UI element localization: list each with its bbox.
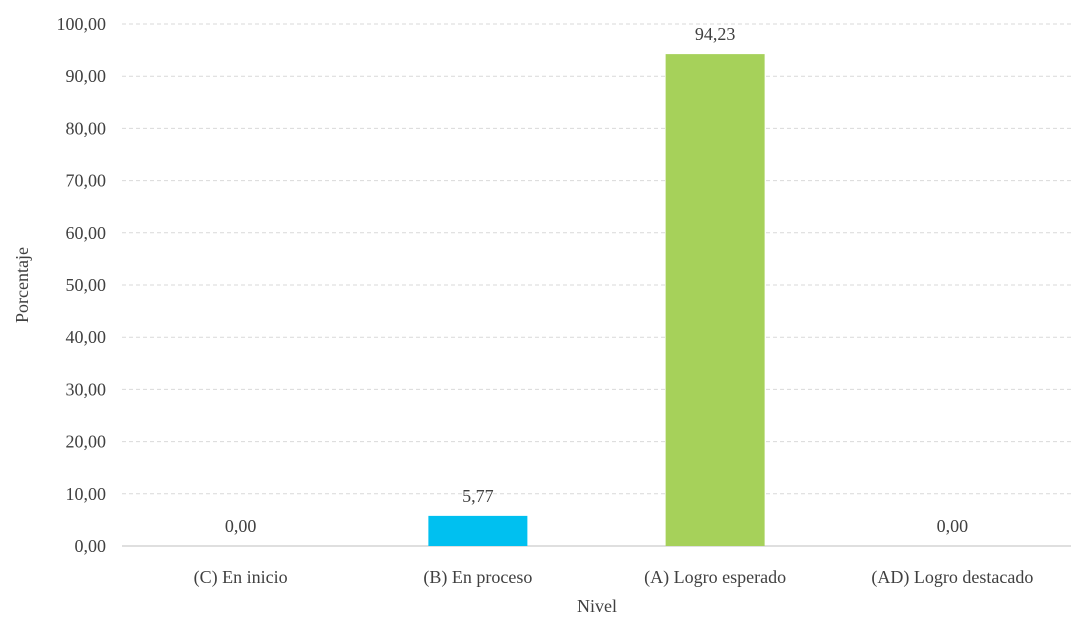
data-labels: 0,00 5,77 94,23 0,00 (225, 24, 968, 536)
bars (428, 54, 765, 547)
y-tick-label: 40,00 (66, 327, 107, 347)
x-category-label: (A) Logro esperado (644, 567, 786, 588)
bar (428, 515, 528, 546)
y-tick-label: 90,00 (66, 66, 107, 86)
x-category-label: (C) En inicio (194, 567, 288, 588)
gridlines (122, 23, 1071, 547)
y-tick-label: 30,00 (66, 379, 107, 399)
y-tick-label: 20,00 (66, 432, 107, 452)
y-tick-label: 60,00 (66, 223, 107, 243)
x-axis-categories: (C) En inicio (B) En proceso (A) Logro esp… (194, 567, 1034, 588)
bar (665, 54, 765, 547)
y-tick-label: 70,00 (66, 171, 107, 191)
x-category-label: (B) En proceso (423, 567, 532, 588)
data-label: 94,23 (695, 24, 736, 44)
x-category-label: (AD) Logro destacado (871, 567, 1033, 588)
y-tick-label: 80,00 (66, 118, 107, 138)
x-axis-title: Nivel (577, 596, 617, 616)
y-axis-ticks: 0,00 10,00 20,00 30,00 40,00 50,00 60,00 70,00 8… (57, 14, 107, 556)
data-label: 0,00 (225, 516, 257, 536)
data-label: 0,00 (937, 516, 969, 536)
data-label: 5,77 (462, 486, 494, 506)
y-tick-label: 10,00 (66, 484, 107, 504)
y-tick-label: 100,00 (57, 14, 107, 34)
y-tick-label: 0,00 (75, 536, 107, 556)
y-axis-title: Porcentaje (12, 247, 32, 323)
y-tick-label: 50,00 (66, 275, 107, 295)
